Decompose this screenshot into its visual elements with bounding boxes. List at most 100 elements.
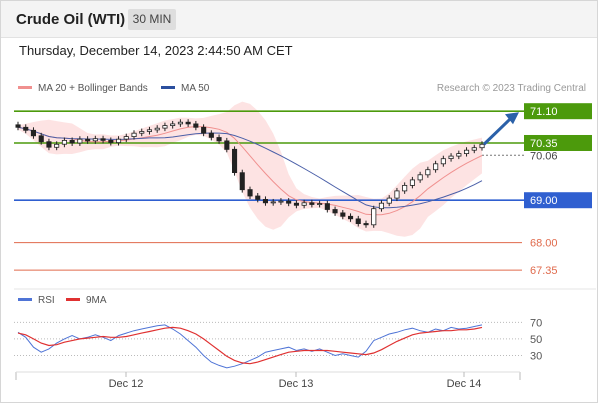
credit-text: Research © 2023 Trading Central <box>437 83 586 94</box>
legend-ma20-swatch <box>18 86 32 89</box>
level-label-support: 68.00 <box>530 238 558 250</box>
candle-body <box>479 143 485 149</box>
key-levels <box>14 110 524 271</box>
candle-body <box>463 149 470 154</box>
legend-rsi-swatch <box>18 298 32 301</box>
candle-body <box>201 126 207 134</box>
candle-body <box>293 202 299 206</box>
rsi-tick-label: 70 <box>530 317 542 329</box>
price-candles <box>15 119 485 228</box>
candle-body <box>440 158 446 165</box>
candle-body <box>92 138 98 142</box>
legend-9ma-swatch <box>66 298 80 301</box>
candle-body <box>69 139 75 144</box>
candle-body <box>456 153 462 157</box>
candle-body <box>108 139 114 143</box>
candle-body <box>193 123 199 128</box>
candle-body <box>239 172 245 191</box>
candle-body <box>262 198 268 204</box>
candle-body <box>177 121 184 125</box>
candle-body <box>378 202 384 210</box>
forecast-arrowhead <box>505 112 519 125</box>
candle-body <box>255 195 261 200</box>
legend-9ma-label: 9MA <box>86 295 107 306</box>
candle-body <box>30 129 36 137</box>
rsi-tick-label: 30 <box>530 350 542 362</box>
forecast-arrow <box>482 112 519 146</box>
candle-body <box>61 139 67 145</box>
candle-body <box>224 140 230 150</box>
candle-body <box>162 125 168 129</box>
level-label-pivot: 69.00 <box>530 195 558 207</box>
candle-body <box>54 143 60 148</box>
candle-body <box>409 179 415 186</box>
candle-body <box>131 132 137 137</box>
candle-body <box>185 121 191 125</box>
candle-body <box>116 138 122 143</box>
time-tick-label: Dec 12 <box>109 378 144 390</box>
time-axis: Dec 12 Dec 13 Dec 14 <box>15 371 521 390</box>
level-tag-pivot <box>524 192 592 209</box>
candle-body <box>46 141 52 148</box>
header-bar: Crude Oil (WTI) 30 MIN <box>1 1 597 38</box>
level-label-resistance: 70.35 <box>530 138 558 150</box>
candle-body <box>77 138 83 144</box>
candle-body <box>38 135 44 143</box>
timestamp-label: Thursday, December 14, 2023 2:44:50 AM C… <box>19 43 293 58</box>
candle-body <box>347 215 354 220</box>
rsi-tick-label: 50 <box>530 334 542 346</box>
rsi-panel: 70 50 30 <box>14 317 542 369</box>
legend-ma50-swatch <box>161 86 175 89</box>
candle-body <box>425 169 431 176</box>
level-labels: 71.10 70.35 69.00 68.00 67.35 70.06 <box>524 103 592 277</box>
candle-body <box>363 223 369 226</box>
candle-body <box>402 184 408 192</box>
candle-body <box>371 208 377 226</box>
candle-body <box>208 132 214 138</box>
candle-body <box>123 136 129 140</box>
candle-body <box>332 209 338 214</box>
candle-body <box>247 189 253 197</box>
candle-body <box>324 203 330 210</box>
legend-ma20-label: MA 20 + Bollinger Bands <box>38 83 148 94</box>
candle-body <box>417 174 423 181</box>
instrument-title: Crude Oil (WTI) <box>16 11 126 28</box>
candle-body <box>448 155 454 160</box>
candle-body <box>386 197 392 204</box>
candle-body <box>394 190 400 199</box>
rsi-9ma-line <box>17 326 483 365</box>
candle-body <box>170 123 176 127</box>
rsi-line <box>17 324 483 369</box>
last-price-label: 70.06 <box>530 150 558 162</box>
legend-rsi-label: RSI <box>38 295 55 306</box>
candle-body <box>278 200 284 203</box>
candle-body <box>154 127 160 131</box>
forecast-arrow-shaft <box>482 117 513 146</box>
legend-ma50-label: MA 50 <box>181 83 210 94</box>
level-label-resistance: 71.10 <box>530 106 558 118</box>
candle-body <box>100 138 106 141</box>
time-tick-label: Dec 13 <box>279 378 314 390</box>
level-label-support: 67.35 <box>530 265 558 277</box>
candle-body <box>433 163 439 171</box>
candle-body <box>471 147 477 151</box>
candle-body <box>231 148 238 174</box>
candle-body <box>317 203 323 206</box>
candle-body <box>85 138 91 142</box>
time-tick-label: Dec 14 <box>447 378 482 390</box>
candle-body <box>139 131 145 134</box>
candle-body <box>301 202 307 206</box>
bollinger-bands <box>18 101 482 237</box>
candle-body <box>270 201 276 204</box>
candle-body <box>23 126 29 131</box>
level-tag-resistance <box>524 103 592 120</box>
candle-body <box>146 129 153 132</box>
candle-body <box>340 212 346 217</box>
candle-body <box>15 124 21 128</box>
timeframe-badge[interactable]: 30 MIN <box>128 9 176 30</box>
candle-body <box>309 202 315 205</box>
candle-body <box>286 200 292 204</box>
level-tag-resistance <box>524 134 592 151</box>
candle-body <box>355 218 361 224</box>
